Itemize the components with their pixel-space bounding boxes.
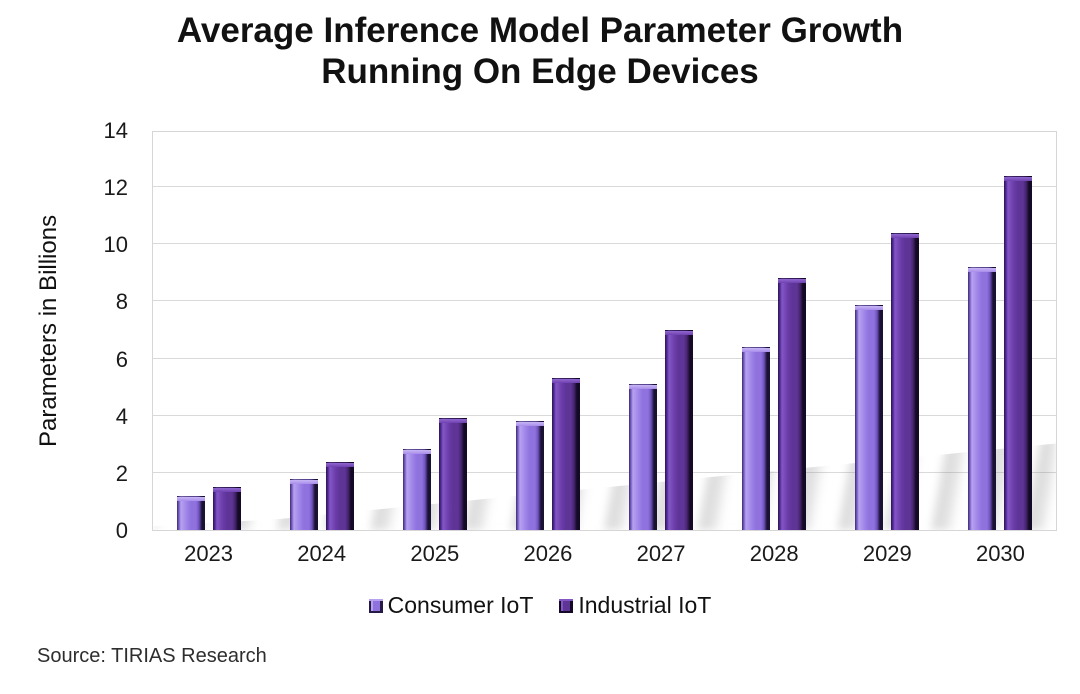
bar-2029-consumer-iot: [854, 305, 883, 530]
bar-2026-industrial-iot: [552, 377, 581, 530]
x-tick-2030: 2030: [975, 541, 1025, 566]
bar-2023-industrial-iot: [213, 487, 242, 530]
plot-area: [152, 131, 1057, 531]
bar-group-2025: [379, 132, 492, 530]
bar-group-2029: [830, 132, 943, 530]
y-tick-12: 12: [103, 175, 128, 201]
y-tick-8: 8: [115, 289, 128, 315]
bar-2028-consumer-iot: [741, 346, 770, 530]
y-axis-title: Parameters in Billions: [35, 214, 62, 448]
bar-2029-industrial-iot: [890, 232, 919, 530]
gridline-8: [153, 300, 1056, 302]
x-tick-2023: 2023: [184, 541, 234, 566]
bar-2027-industrial-iot: [664, 329, 693, 530]
chart-title: Average Inference Model Parameter Growth…: [176, 11, 904, 91]
x-tick-2026: 2026: [523, 541, 573, 566]
gridline-4: [153, 414, 1056, 416]
y-tick-6: 6: [115, 346, 128, 372]
x-tick-2025: 2025: [410, 541, 460, 566]
y-tick-4: 4: [115, 403, 128, 429]
y-tick-0: 0: [115, 518, 128, 543]
y-tick-10: 10: [103, 232, 128, 258]
gridline-2: [153, 471, 1056, 473]
bar-group-2030: [943, 132, 1056, 530]
bar-group-2026: [492, 132, 605, 530]
gridline-10: [153, 243, 1056, 245]
gridline-6: [153, 357, 1056, 359]
legend: Consumer IoT Industrial IoT: [0, 592, 1080, 619]
legend-label-industrial-iot: Industrial IoT: [578, 592, 712, 618]
bar-group-2028: [717, 132, 830, 530]
legend-marker-industrial-iot-icon: [559, 598, 574, 613]
bar-2025-consumer-iot: [403, 448, 432, 530]
y-tick-2: 2: [115, 460, 128, 486]
bar-2024-consumer-iot: [290, 478, 319, 530]
legend-marker-consumer-iot-icon: [368, 598, 383, 613]
y-tick-14: 14: [103, 118, 128, 143]
x-tick-2029: 2029: [862, 541, 912, 566]
bar-group-2024: [266, 132, 379, 530]
bar-groups: [153, 132, 1056, 530]
y-axis-tick-labels: 0 2 4 6 8 10 12 14: [62, 118, 128, 543]
x-tick-2024: 2024: [297, 541, 347, 566]
bar-2030-consumer-iot: [967, 267, 996, 530]
x-tick-2027: 2027: [636, 541, 686, 566]
source-attribution: Source: TIRIAS Research: [37, 645, 267, 667]
bar-group-2023: [153, 132, 266, 530]
legend-item-consumer-iot: Consumer IoT: [368, 592, 534, 619]
bar-2030-industrial-iot: [1003, 176, 1032, 530]
x-axis-tick-labels: 2023 2024 2025 2026 2027 2028 2029 2030: [152, 541, 1057, 567]
bar-2028-industrial-iot: [777, 278, 806, 530]
bar-2023-consumer-iot: [177, 495, 206, 530]
bar-2026-consumer-iot: [516, 420, 545, 530]
bar-group-2027: [605, 132, 718, 530]
bar-2027-consumer-iot: [628, 383, 657, 530]
gridline-12: [153, 186, 1056, 188]
x-tick-2028: 2028: [749, 541, 799, 566]
legend-item-industrial-iot: Industrial IoT: [559, 592, 711, 619]
bar-2024-industrial-iot: [326, 461, 355, 530]
legend-label-consumer-iot: Consumer IoT: [387, 592, 534, 618]
bar-2025-industrial-iot: [439, 417, 468, 530]
